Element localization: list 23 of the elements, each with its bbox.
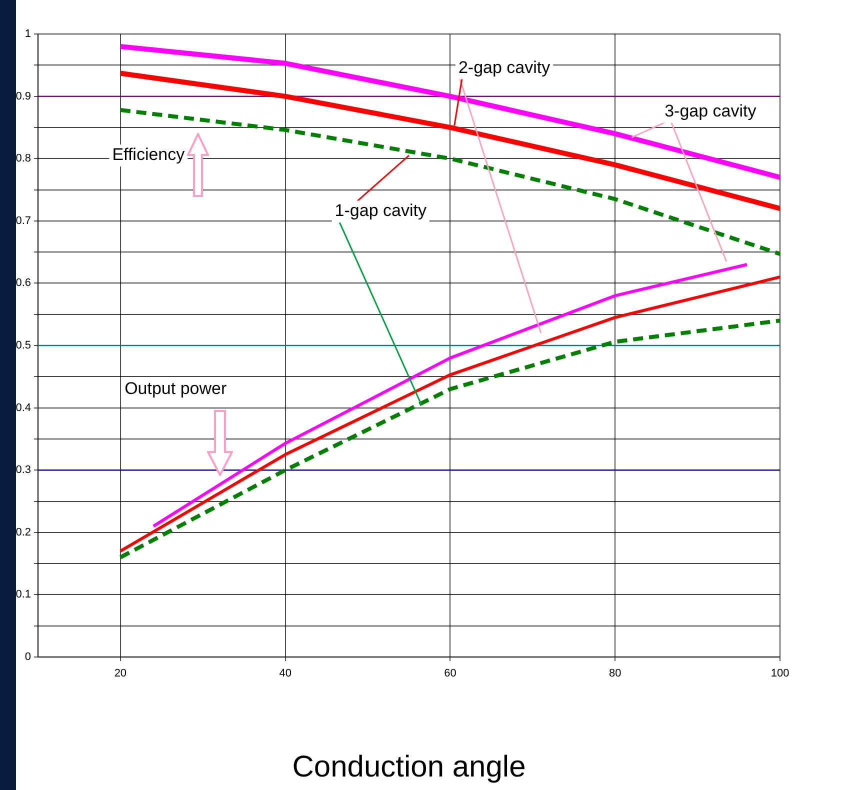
y-tick-label: 0.5 <box>16 340 31 352</box>
annotation: Efficiency <box>112 145 186 164</box>
line-series <box>118 318 780 560</box>
y-tick-label: 0.4 <box>16 402 31 414</box>
y-tick-label: 1 <box>24 28 31 40</box>
y-tick-label: 0.2 <box>16 526 31 538</box>
x-axis-title: Conduction angle <box>292 750 526 784</box>
y-tick-label: 0.6 <box>16 277 31 290</box>
y-tick-label: 0.3 <box>16 464 31 476</box>
annotation: 1-gap cavity <box>334 201 427 220</box>
x-tick-label: 100 <box>770 668 790 680</box>
x-tick-label: 40 <box>279 668 292 680</box>
annotation: 3-gap cavity <box>664 102 757 121</box>
y-tick-label: 0.8 <box>16 152 31 165</box>
x-tick-label: 20 <box>114 668 127 680</box>
y-tick-label: 0.1 <box>16 588 31 601</box>
annotation: 2-gap cavity <box>458 58 551 77</box>
annotation: Output power <box>124 378 227 398</box>
y-tick-label: 0.7 <box>16 214 31 227</box>
x-tick-label: 60 <box>444 668 456 680</box>
y-tick-label: 0.9 <box>16 90 31 102</box>
x-tick-label: 80 <box>608 668 622 680</box>
y-tick-label: 0 <box>24 651 31 664</box>
